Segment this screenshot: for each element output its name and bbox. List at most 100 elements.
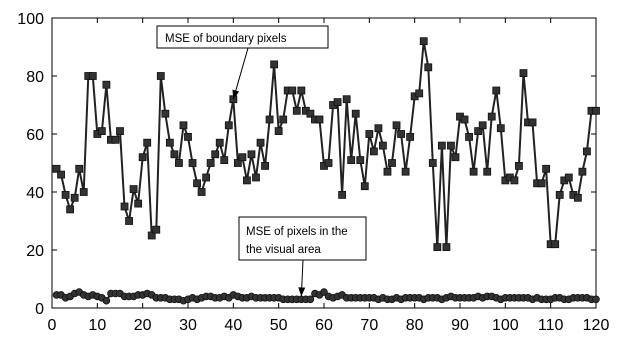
x-tick-label: 80 <box>406 317 424 334</box>
data-point <box>102 296 111 305</box>
data-point <box>578 167 587 176</box>
data-point <box>496 124 505 133</box>
data-point <box>143 138 152 147</box>
x-tick-label: 40 <box>224 317 242 334</box>
data-point <box>197 188 206 196</box>
data-point <box>338 190 347 199</box>
data-point <box>351 109 360 118</box>
x-tick-label: 10 <box>88 317 106 334</box>
y-tick-label: 60 <box>26 127 44 144</box>
data-point <box>215 138 224 147</box>
data-point <box>66 205 75 214</box>
data-point <box>152 225 161 234</box>
annotation-boundary-text: MSE of boundary pixels <box>165 33 287 45</box>
data-point <box>573 193 582 202</box>
series-line <box>55 41 596 248</box>
data-point <box>487 112 496 121</box>
data-point <box>433 243 442 252</box>
data-point <box>379 141 387 150</box>
data-point <box>583 147 591 156</box>
data-point <box>437 141 446 150</box>
data-point <box>342 95 351 104</box>
data-point <box>224 121 233 130</box>
data-point <box>333 98 342 106</box>
data-point <box>170 150 179 159</box>
data-point <box>447 141 455 150</box>
data-point <box>161 109 170 118</box>
data-point <box>184 132 192 141</box>
y-tick-label: 0 <box>35 301 44 318</box>
data-point <box>419 37 428 46</box>
data-point <box>306 295 315 304</box>
data-point <box>265 115 274 124</box>
data-point <box>360 182 369 191</box>
data-point <box>247 150 256 159</box>
annotation-boundary-box <box>156 25 329 49</box>
data-point <box>347 156 356 165</box>
data-point <box>256 138 265 147</box>
y-tick-label: 100 <box>17 11 44 28</box>
data-point <box>165 138 174 147</box>
annotation-visual-text-line2: the visual area <box>246 244 321 256</box>
data-point <box>211 150 220 159</box>
data-point <box>442 243 451 252</box>
data-point <box>111 135 120 144</box>
y-tick-label: 40 <box>26 185 44 202</box>
data-point <box>274 127 283 135</box>
data-point <box>61 190 70 199</box>
data-point <box>179 121 188 130</box>
data-point <box>465 132 473 141</box>
x-tick-label: 60 <box>315 317 333 334</box>
data-point <box>492 86 501 95</box>
data-point <box>193 179 201 188</box>
data-point <box>134 199 143 208</box>
data-point <box>428 159 437 167</box>
data-point <box>292 106 301 115</box>
y-tick-label: 80 <box>26 69 44 86</box>
data-point <box>188 159 197 167</box>
data-point <box>156 72 165 80</box>
data-point <box>515 161 523 170</box>
data-point <box>537 179 546 188</box>
annotation-boundary-arrowhead <box>232 89 240 100</box>
data-point <box>120 202 129 211</box>
data-point <box>383 167 392 176</box>
data-point <box>102 80 111 89</box>
x-tick-label: 50 <box>270 317 288 334</box>
data-point <box>592 295 600 304</box>
data-point <box>52 164 61 173</box>
data-point <box>57 170 65 179</box>
data-point <box>356 156 365 165</box>
data-point <box>220 156 229 165</box>
data-point <box>474 127 483 135</box>
data-point <box>261 161 269 170</box>
data-point <box>528 118 537 127</box>
axes: 0 10 20 30 40 50 60 70 80 90 100 110 120 0 20 40 60 80 100 <box>17 11 609 334</box>
annotation-visual: MSE of pixels in the the visual area <box>238 216 367 297</box>
x-tick-label: 70 <box>360 317 378 334</box>
annotation-visual-arrowhead <box>298 287 306 297</box>
data-point <box>397 130 405 138</box>
data-point <box>415 89 424 98</box>
data-point <box>297 86 306 95</box>
data-point <box>406 132 415 141</box>
data-point <box>233 159 242 167</box>
data-point <box>270 60 279 69</box>
data-point <box>542 164 551 173</box>
series-boundary <box>52 37 600 252</box>
data-point <box>424 63 433 72</box>
data-point <box>138 153 147 162</box>
data-point <box>369 147 378 156</box>
data-point <box>88 72 97 80</box>
data-point <box>592 106 600 115</box>
data-point <box>510 176 519 185</box>
data-point <box>519 69 528 77</box>
data-point <box>564 173 573 182</box>
data-point <box>279 115 288 124</box>
data-point <box>555 190 564 199</box>
data-point <box>451 153 460 162</box>
data-point <box>202 173 211 182</box>
annotations: MSE of boundary pixels MSE of pixels in … <box>156 25 367 297</box>
data-point <box>365 130 374 138</box>
